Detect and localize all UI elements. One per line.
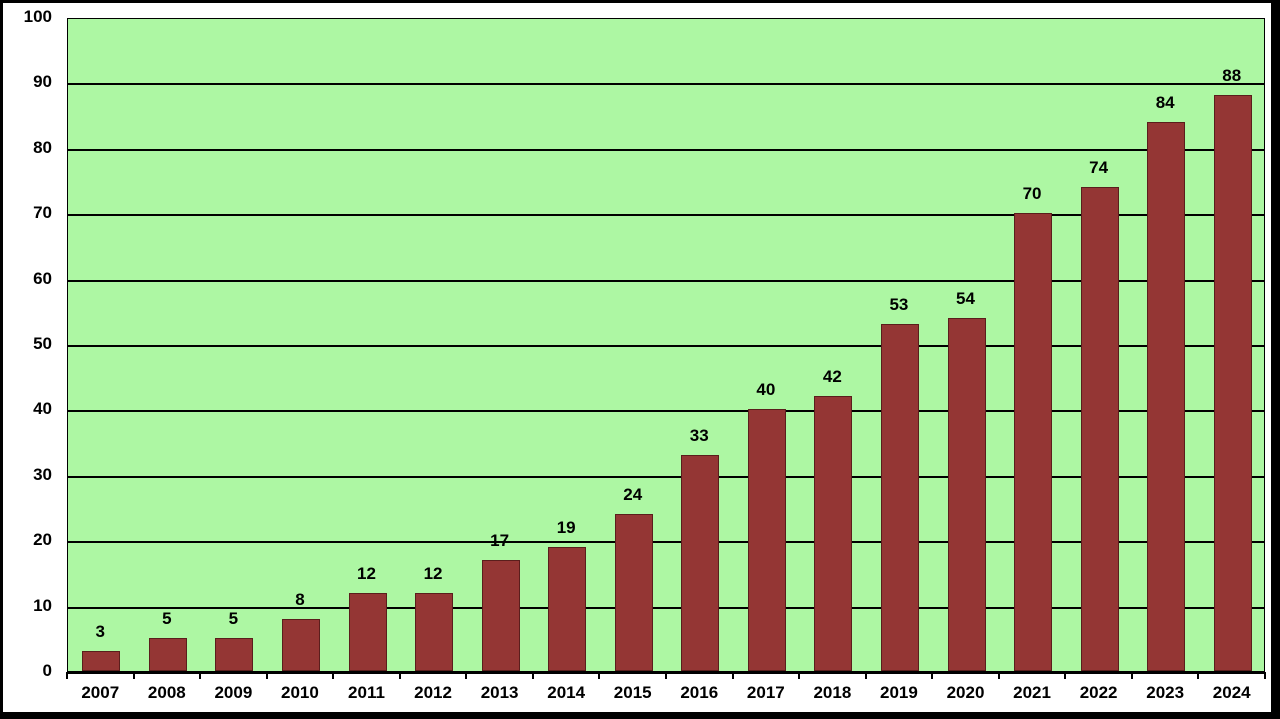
bar-2014 xyxy=(548,546,587,671)
x-tick-label: 2019 xyxy=(880,683,918,702)
x-tick-label: 2013 xyxy=(480,683,519,702)
y-tick-label: 20 xyxy=(33,530,52,550)
y-tick-label: 90 xyxy=(33,72,52,92)
x-tick-mark xyxy=(598,672,601,679)
x-tick-label: 2015 xyxy=(613,683,652,702)
bar-value-label: 3 xyxy=(95,622,105,642)
x-tick-mark xyxy=(1197,672,1200,679)
x-tick-label: 2017 xyxy=(746,683,785,702)
bar-2008 xyxy=(148,638,187,671)
bar-value-label: 88 xyxy=(1222,66,1242,86)
x-tick-mark xyxy=(1064,672,1067,679)
bar-value-label: 70 xyxy=(1022,184,1042,204)
y-tick-label: 100 xyxy=(23,7,52,26)
x-tick-mark xyxy=(531,672,534,679)
bar-value-label: 42 xyxy=(822,367,842,387)
x-tick-label: 2007 xyxy=(81,683,120,702)
y-tick-label: 40 xyxy=(33,399,52,419)
x-tick-mark xyxy=(66,672,68,679)
y-tick-label: 30 xyxy=(33,464,52,484)
bar-value-label: 53 xyxy=(889,295,909,315)
x-tick-label: 2009 xyxy=(214,683,253,702)
x-tick-mark xyxy=(199,672,202,679)
y-tick-label: 70 xyxy=(33,203,52,223)
x-tick-mark xyxy=(798,672,801,679)
y-tick-label: 50 xyxy=(33,334,52,353)
bar-2020 xyxy=(947,317,986,671)
gridline xyxy=(68,606,1264,609)
gridline xyxy=(68,214,1264,217)
bar-value-label: 12 xyxy=(423,563,443,583)
gridline xyxy=(68,345,1264,347)
x-tick-mark xyxy=(731,672,734,679)
bar-value-label: 24 xyxy=(623,485,643,505)
x-tick-label: 2024 xyxy=(1212,683,1251,702)
bar-2009 xyxy=(215,638,254,671)
bar-2024 xyxy=(1213,95,1252,671)
bar-value-label: 19 xyxy=(556,517,576,537)
gridline xyxy=(68,410,1264,413)
bar-value-label: 17 xyxy=(490,530,510,550)
x-tick-label: 2010 xyxy=(281,683,319,702)
bar-value-label: 84 xyxy=(1155,92,1175,112)
bar-value-label: 40 xyxy=(756,380,776,400)
bar-2015 xyxy=(614,514,653,671)
bar-2016 xyxy=(681,455,720,671)
x-tick-mark xyxy=(332,672,335,679)
y-tick-label: 10 xyxy=(33,595,52,615)
bar-2019 xyxy=(880,324,919,671)
gridline xyxy=(68,279,1264,282)
y-tick-label: 0 xyxy=(42,661,52,680)
y-tick-label: 80 xyxy=(33,137,52,157)
x-tick-label: 2016 xyxy=(680,683,719,702)
x-tick-mark xyxy=(931,672,934,679)
x-tick-mark xyxy=(997,672,1000,679)
gridline xyxy=(68,148,1264,151)
bar-value-label: 5 xyxy=(162,609,172,629)
x-tick-label: 2021 xyxy=(1013,683,1051,702)
x-tick-mark xyxy=(864,672,867,679)
x-tick-mark xyxy=(665,672,667,679)
x-tick-mark xyxy=(132,672,135,679)
bar-2012 xyxy=(415,592,454,671)
bar-value-label: 12 xyxy=(357,563,376,583)
bar-2013 xyxy=(481,559,520,671)
x-tick-label: 2018 xyxy=(813,683,852,702)
x-tick-label: 2023 xyxy=(1146,683,1185,702)
x-tick-mark xyxy=(265,672,268,679)
gridline xyxy=(68,541,1264,544)
bar-2010 xyxy=(281,618,320,671)
x-tick-label: 2012 xyxy=(414,683,452,702)
bar-2017 xyxy=(747,409,786,671)
bar-value-label: 5 xyxy=(228,609,239,629)
bar-2022 xyxy=(1080,187,1119,671)
bar-value-label: 33 xyxy=(689,426,709,446)
x-tick-label: 2020 xyxy=(946,683,985,702)
bar-2007 xyxy=(82,651,121,671)
bar-2023 xyxy=(1147,121,1186,671)
y-tick-label: 60 xyxy=(33,268,52,288)
x-tick-mark xyxy=(1130,672,1133,679)
x-tick-mark xyxy=(1264,672,1266,679)
gridline xyxy=(68,83,1264,86)
bar-2021 xyxy=(1014,213,1053,671)
x-tick-label: 2014 xyxy=(547,683,586,702)
x-tick-label: 2022 xyxy=(1079,683,1118,702)
gridline xyxy=(68,475,1264,478)
x-tick-mark xyxy=(465,672,468,679)
plot-area xyxy=(67,18,1265,672)
bar-value-label: 74 xyxy=(1089,158,1109,178)
x-tick-label: 2008 xyxy=(147,683,186,702)
x-tick-mark xyxy=(398,672,401,679)
bar-2011 xyxy=(348,592,387,671)
bar-value-label: 54 xyxy=(956,288,975,308)
bar-value-label: 8 xyxy=(295,589,305,609)
bar-2018 xyxy=(814,396,853,671)
x-tick-label: 2011 xyxy=(348,683,385,702)
